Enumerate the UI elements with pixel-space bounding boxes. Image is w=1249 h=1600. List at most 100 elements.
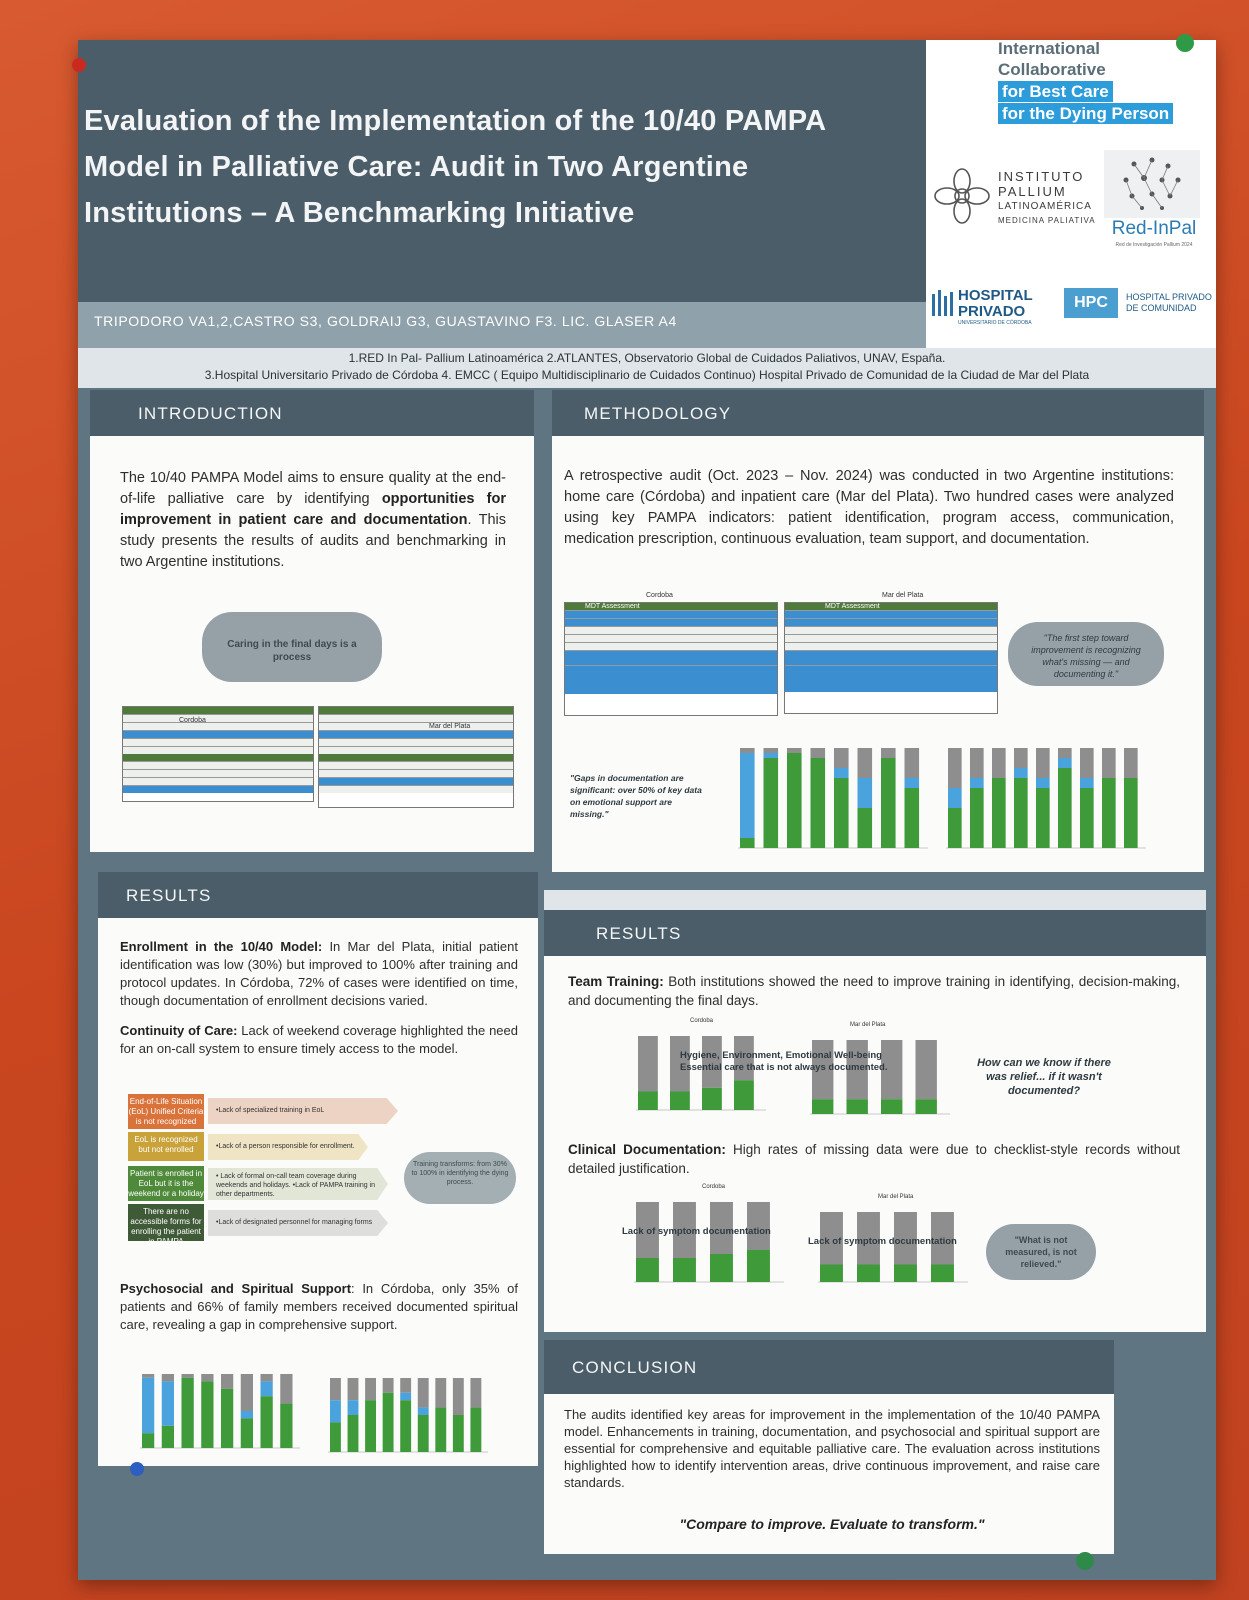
clinical-chart-left — [634, 1202, 784, 1283]
results-right-heading: RESULTS — [596, 924, 682, 943]
pallium-text-3: LATINOAMÉRICA — [998, 201, 1092, 212]
chart-bar-segment — [347, 1400, 359, 1415]
chart-bar-segment — [763, 758, 779, 848]
chart-bar-segment — [470, 1407, 482, 1452]
results-right-panel: RESULTS Team Training: Both institutions… — [544, 890, 1206, 1332]
clinical-chart-right — [818, 1212, 968, 1283]
chart-bar-segment — [161, 1425, 174, 1448]
chart-bar-segment — [710, 1202, 733, 1254]
chart-bar-segment — [417, 1407, 429, 1415]
chart-bar-segment — [636, 1258, 659, 1282]
methodology-chart-left — [738, 748, 928, 849]
chart-bar-segment — [221, 1374, 234, 1389]
chart-bar-segment — [1014, 778, 1028, 848]
chart-bar-segment — [1102, 778, 1116, 848]
conclusion-panel: CONCLUSION The audits identified key are… — [544, 1340, 1114, 1554]
chart-bar-segment — [330, 1400, 341, 1423]
chart-bar-segment — [1058, 758, 1072, 768]
method-quote-brush — [1008, 622, 1164, 686]
chart-bar-segment — [970, 748, 984, 778]
redinpal-name: Red-InPal — [1111, 218, 1197, 239]
chart-bar-segment — [1014, 748, 1028, 768]
chart-bar-segment — [948, 808, 962, 848]
chart-bar-segment — [1058, 748, 1072, 758]
poster: Evaluation of the Implementation of the … — [78, 39, 1216, 1580]
intro-text-c: . This study presents the results of aud… — [120, 512, 506, 570]
chart-bar-segment — [846, 1040, 868, 1100]
chart-bar-segment — [452, 1415, 464, 1452]
chart-bar-segment — [142, 1374, 155, 1378]
team-label: Team Training: — [568, 974, 664, 989]
chart-bar-segment — [280, 1374, 293, 1404]
chart1-right-title: Mar del Plata — [850, 1022, 886, 1028]
chart-bar-segment — [1124, 748, 1138, 778]
logo-panel: International Collaborative for Best Car… — [926, 39, 1216, 348]
chart-bar-segment — [740, 748, 755, 753]
hpc-text-1: HOSPITAL PRIVADO — [1126, 292, 1212, 302]
intro-text-a: The 10/40 PAMPA Model aims to ensure qua… — [120, 470, 506, 507]
chart-bars — [810, 1040, 950, 1115]
psychosocial-chart-right — [328, 1378, 488, 1453]
chart-bar-segment — [260, 1381, 273, 1397]
chart-bar-segment — [710, 1254, 733, 1282]
chart-bar-segment — [1102, 748, 1116, 778]
flow-note-brush — [404, 1152, 516, 1204]
chart-bar-segment — [417, 1415, 429, 1452]
chart-bar-segment — [857, 808, 873, 848]
chart-bar-segment — [881, 748, 896, 758]
pallium-flower-icon — [934, 168, 990, 224]
chart-bar-segment — [857, 778, 873, 808]
chart-bar-segment — [347, 1415, 359, 1452]
clinical-overlay-b: Lack of symptom documentation — [808, 1236, 957, 1247]
affiliation-line-1: 1.RED In Pal- Pallium Latinoamérica 2.AT… — [348, 351, 946, 365]
flow-arrow-2 — [208, 1134, 368, 1160]
chart-bar-segment — [834, 778, 849, 848]
pallium-text-2: PALLIUM — [998, 184, 1067, 199]
poster-title: Evaluation of the Implementation of the … — [84, 105, 826, 229]
psychosocial-label: Psychosocial and Spiritual Support — [120, 1281, 352, 1296]
chart-bar-segment — [452, 1378, 464, 1415]
chart-bar-segment — [857, 748, 873, 778]
chart-bar-segment — [330, 1422, 341, 1452]
method-table-left-col: MDT Assessment — [585, 603, 640, 610]
continuity-paragraph: Continuity of Care: Lack of weekend cove… — [120, 1022, 518, 1058]
flow-badge-2: EoL is recognized but not enrolled — [128, 1132, 204, 1161]
chart-bar-segment — [915, 1040, 937, 1100]
chart-bar-segment — [931, 1264, 954, 1282]
chart-bar-segment — [881, 1099, 903, 1114]
flow-note: Training transforms: from 30% to 100% in… — [411, 1161, 509, 1186]
chart-bar-segment — [673, 1258, 696, 1282]
intro-table-mardelplata: Mar del Plata — [318, 706, 514, 808]
chart-bar-segment — [1014, 768, 1028, 778]
icb-line1: International — [998, 39, 1101, 58]
chart-bar-segment — [894, 1264, 917, 1282]
method-table-mardelplata: MDT Assessment — [784, 602, 998, 714]
pallium-text-4: MEDICINA PALIATIVA — [998, 216, 1096, 225]
chart-bar-segment — [201, 1381, 214, 1448]
chart-bar-segment — [240, 1374, 253, 1411]
continuity-text: Lack of weekend coverage highlighted the… — [120, 1023, 519, 1056]
chart-bar-segment — [670, 1091, 690, 1110]
chart-bar-segment — [1036, 788, 1050, 848]
chart-bars — [636, 1036, 766, 1111]
hpc-logo: HPC HOSPITAL PRIVADO DE COMUNIDAD — [1064, 288, 1214, 322]
chart-bar-segment — [638, 1036, 658, 1092]
chart-bar-segment — [1036, 778, 1050, 788]
clinical-paragraph: Clinical Documentation: High rates of mi… — [568, 1140, 1180, 1178]
team-chart-right — [810, 1040, 950, 1115]
chart-bar-segment — [881, 758, 896, 848]
hospital-privado-logo: HOSPITAL PRIVADO UNIVERSITARIO DE CÓRDOB… — [930, 288, 1050, 328]
chart-bar-segment — [1080, 788, 1094, 848]
method-table-cordoba: MDT Assessment — [564, 602, 778, 716]
chart-bar-segment — [470, 1378, 482, 1408]
network-icon — [1104, 150, 1200, 218]
chart-bar-segment — [260, 1396, 273, 1448]
intro-text-bold: opportunities for improvement in patient… — [120, 491, 506, 528]
chart-bar-segment — [382, 1392, 394, 1452]
redinpal-sub: Red de Investigación Pallium 2024 — [1115, 242, 1193, 248]
chart-bar-segment — [1036, 748, 1050, 778]
method-table-right-col: MDT Assessment — [825, 603, 880, 610]
chart-bars — [634, 1202, 784, 1283]
results-left-panel: RESULTS Enrollment in the 10/40 Model: I… — [98, 872, 538, 1466]
methodology-chart-right — [946, 748, 1146, 849]
